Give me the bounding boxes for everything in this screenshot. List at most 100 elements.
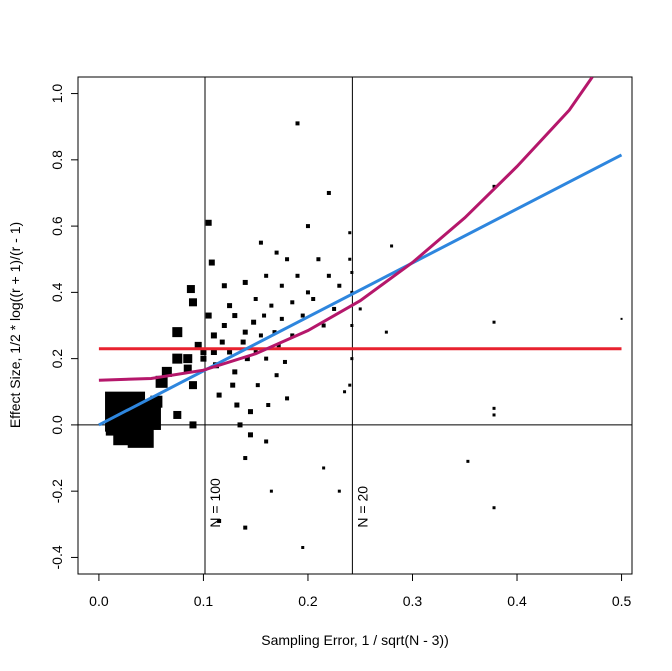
data-point <box>205 219 212 226</box>
data-point <box>384 330 388 334</box>
data-point <box>326 190 331 195</box>
y-tick-label: -0.2 <box>49 479 65 503</box>
data-point <box>208 259 215 266</box>
data-point <box>492 320 496 324</box>
data-point <box>247 409 253 415</box>
data-point <box>258 240 263 245</box>
data-point <box>322 466 326 470</box>
linear-fit-line <box>98 153 623 427</box>
data-point <box>255 383 260 388</box>
y-tick-label: 0.0 <box>49 415 65 435</box>
data-point <box>172 327 183 338</box>
data-point <box>242 329 248 335</box>
x-tick-label: 0.2 <box>298 593 318 609</box>
data-point <box>242 279 248 285</box>
data-point <box>262 313 267 318</box>
data-point <box>332 306 337 311</box>
data-point <box>243 456 248 461</box>
data-point <box>321 323 326 328</box>
data-point <box>216 392 222 398</box>
data-point <box>189 421 197 429</box>
data-point <box>282 359 287 364</box>
data-point <box>305 224 310 229</box>
data-point <box>232 369 238 375</box>
data-point <box>264 273 269 278</box>
data-point <box>348 257 352 261</box>
data-point <box>285 396 290 401</box>
data-point <box>258 333 263 338</box>
data-point <box>217 518 222 523</box>
x-tick-label: 0.3 <box>403 593 423 609</box>
data-point <box>188 298 197 307</box>
data-point <box>350 357 354 361</box>
data-point <box>492 506 496 510</box>
data-point <box>279 316 284 321</box>
data-point <box>194 341 202 349</box>
data-point <box>240 339 246 345</box>
data-point <box>350 270 354 274</box>
data-point <box>305 290 310 295</box>
data-point <box>272 330 277 335</box>
data-point <box>251 319 257 325</box>
data-point <box>300 313 305 318</box>
data-point <box>183 354 193 364</box>
data-point <box>269 303 274 308</box>
data-point <box>244 356 250 362</box>
data-point <box>247 432 253 438</box>
data-point <box>230 382 236 388</box>
data-point <box>301 545 305 549</box>
x-tick-label: 0.0 <box>89 593 109 609</box>
data-point <box>200 355 207 362</box>
y-tick-label: 0.8 <box>49 150 65 170</box>
data-point <box>266 403 271 408</box>
data-point <box>337 489 341 493</box>
data-point <box>150 395 163 408</box>
y-tick-label: 0.6 <box>49 216 65 236</box>
data-point <box>274 373 279 378</box>
data-point <box>466 459 470 463</box>
data-point <box>285 257 290 262</box>
data-point <box>274 250 279 255</box>
y-tick-label: 1.0 <box>49 84 65 104</box>
fit-lines <box>98 77 623 427</box>
data-point <box>348 231 352 235</box>
data-points <box>105 121 623 549</box>
data-point <box>264 439 269 444</box>
y-axis: -0.4 -0.2 0.0 0.2 0.4 0.6 0.8 1.0 <box>49 84 79 569</box>
x-tick-label: 0.5 <box>612 593 632 609</box>
data-point <box>219 339 225 345</box>
data-point <box>200 349 207 356</box>
x-tick-label: 0.1 <box>194 593 214 609</box>
data-point <box>350 290 354 294</box>
data-point <box>492 413 496 417</box>
data-point <box>205 312 212 319</box>
x-axis-label: Sampling Error, 1 / sqrt(N - 3)) <box>261 632 449 648</box>
data-point <box>237 422 243 428</box>
y-tick-label: 0.2 <box>49 349 65 369</box>
data-point <box>161 366 172 377</box>
data-point <box>188 381 197 390</box>
data-point <box>348 383 352 387</box>
data-point <box>290 333 295 338</box>
data-point <box>264 356 269 361</box>
data-point <box>316 257 321 262</box>
data-point <box>243 525 248 530</box>
data-point <box>358 307 362 311</box>
y-tick-label: 0.4 <box>49 282 65 302</box>
quadratic-fit-line <box>98 77 594 382</box>
data-point <box>620 317 623 320</box>
data-point <box>390 244 394 248</box>
data-point <box>269 489 273 493</box>
data-point <box>492 406 496 410</box>
sample-size-label: N = 100 <box>207 478 223 528</box>
data-point <box>234 402 240 408</box>
data-point <box>337 283 342 288</box>
x-tick-label: 0.4 <box>507 593 527 609</box>
data-point <box>221 283 227 289</box>
data-point <box>276 343 281 348</box>
data-point <box>183 364 192 373</box>
data-point <box>290 300 295 305</box>
data-point <box>127 421 154 448</box>
data-point <box>253 350 258 355</box>
